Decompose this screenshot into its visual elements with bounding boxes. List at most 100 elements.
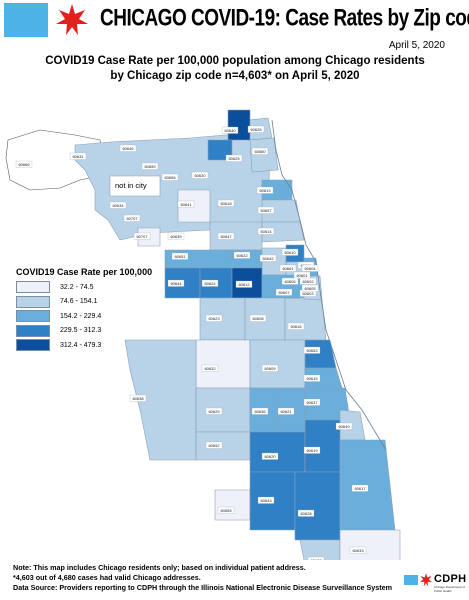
zip-label: 60633 [352, 548, 364, 553]
zip-code-map: 60666 60631 60646 60640 60626 60659 60656 60630… [5, 109, 401, 560]
zip-label-box [167, 232, 185, 240]
zip-label: 60651 [174, 254, 186, 259]
zip-label-box [205, 407, 223, 415]
zip-label: 60644 [170, 281, 182, 286]
zip-label-box [171, 252, 189, 260]
zip-label: 60630 [194, 173, 206, 178]
footer-notes: Note: This map includes Chicago resident… [13, 563, 403, 593]
zip-label-box [249, 314, 267, 322]
zip-label: 60634 [112, 203, 124, 208]
zip-label-box [301, 264, 319, 272]
zip-label: 60666 [18, 162, 30, 167]
zip-label: 60623 [208, 316, 220, 321]
zip-label-box [251, 147, 269, 155]
zip-area-60633[interactable] [339, 529, 401, 560]
zip-label: 60639 [170, 234, 182, 239]
footer-note-1: Note: This map includes Chicago resident… [13, 563, 306, 572]
zip-label-box [161, 173, 179, 181]
zip-label: 60610 [284, 250, 296, 255]
legend-item: 229.5 - 312.3 [16, 324, 176, 339]
chicago-flag-stripe [4, 3, 48, 37]
legend-label: 312.4 - 479.3 [60, 341, 102, 349]
legend-swatch [16, 310, 50, 323]
zip-area-60647[interactable] [209, 221, 263, 251]
zip-label-box [279, 264, 297, 272]
zip-area-60609[interactable] [249, 339, 306, 389]
cdph-star-icon [420, 573, 432, 587]
zip-label-box [307, 556, 325, 560]
zip-label-box [217, 199, 235, 207]
zip-label-box [281, 277, 299, 285]
zip-label: 60638 [132, 396, 144, 401]
zip-label-box [109, 201, 127, 209]
zip-label-box [217, 232, 235, 240]
zip-label: 60631 [72, 154, 84, 159]
zip-label: 60603 [302, 291, 314, 296]
zip-label: 60636 [254, 409, 266, 414]
legend-item: 74.6 - 154.1 [16, 295, 176, 310]
zip-label-box [235, 280, 253, 288]
zip-label: 60628 [300, 511, 312, 516]
zip-label-box [247, 125, 265, 133]
legend-swatch [16, 339, 50, 352]
zip-label-box [351, 484, 369, 492]
zip-label: 60601 [296, 273, 308, 278]
zip-label: 60660 [254, 149, 266, 154]
report-date: April 5, 2020 [388, 40, 445, 51]
zip-label-box [287, 322, 305, 330]
zip-area-60652[interactable] [195, 431, 251, 461]
zip-area-60655[interactable] [214, 489, 251, 521]
zip-area-60627[interactable] [299, 539, 341, 560]
legend-label: 229.5 - 312.3 [60, 327, 102, 335]
zip-label: 60643 [260, 498, 272, 503]
cdph-logo-subtext: Chicago Department of Public Health [434, 585, 465, 593]
zip-area-60660[interactable] [249, 137, 279, 173]
zip-label: 60622 [236, 253, 248, 258]
zip-label-box [281, 248, 299, 256]
zip-label: 60619 [306, 448, 318, 453]
zip-label-box [261, 452, 279, 460]
zip-label: 60642 [262, 256, 274, 261]
footer-note-2: *4,603 out of 4,680 cases had valid Chic… [13, 573, 201, 582]
cdph-logo: CDPH Chicago Department of Public Health [404, 573, 466, 597]
zip-label-box [233, 251, 251, 259]
zip-label-box [251, 407, 269, 415]
zip-area-60620[interactable] [249, 431, 306, 473]
zip-label-box [257, 206, 275, 214]
zip-label-box [301, 284, 319, 292]
zip-label-box [15, 160, 33, 168]
page-title: CHICAGO COVID-19: Case Rates by Zip code [100, 5, 469, 32]
zip-label: 60659 [144, 164, 156, 169]
zip-area-60628[interactable] [294, 471, 341, 541]
zip-label-box [133, 232, 151, 240]
zip-label-box [201, 364, 219, 372]
zip-label: 60613 [259, 188, 271, 193]
zip-label: 60612 [238, 282, 250, 287]
legend-swatch [16, 324, 50, 337]
zip-label-box [335, 422, 353, 430]
zip-area-60616[interactable] [284, 297, 327, 341]
zip-label: 60604 [304, 266, 316, 271]
zip-label-box [167, 279, 185, 287]
zip-label-box [299, 277, 317, 285]
zip-label: 60661 [282, 266, 294, 271]
legend-label: 74.6 - 154.1 [60, 298, 98, 306]
zip-area-60619[interactable] [304, 419, 341, 473]
zip-area-60632[interactable] [195, 339, 251, 389]
zip-area-60629[interactable] [195, 387, 251, 433]
zip-label-box [257, 227, 275, 235]
zip-label-box [297, 509, 315, 517]
zip-area-60653[interactable] [304, 339, 337, 369]
cdph-flag-stripe [404, 575, 418, 585]
not-in-city-label: not in city [115, 181, 147, 190]
chicago-star-icon [56, 4, 88, 35]
not-in-city-area [109, 175, 161, 197]
zip-label: 60637 [306, 400, 318, 405]
zip-area-60638[interactable] [124, 339, 197, 461]
zip-label: 60707 [126, 216, 138, 221]
zip-area-60645[interactable] [227, 109, 251, 141]
zip-label: 60616 [290, 324, 302, 329]
zip-label-box [191, 171, 209, 179]
zip-label: 60655 [220, 508, 232, 513]
zip-label-box [275, 288, 293, 296]
